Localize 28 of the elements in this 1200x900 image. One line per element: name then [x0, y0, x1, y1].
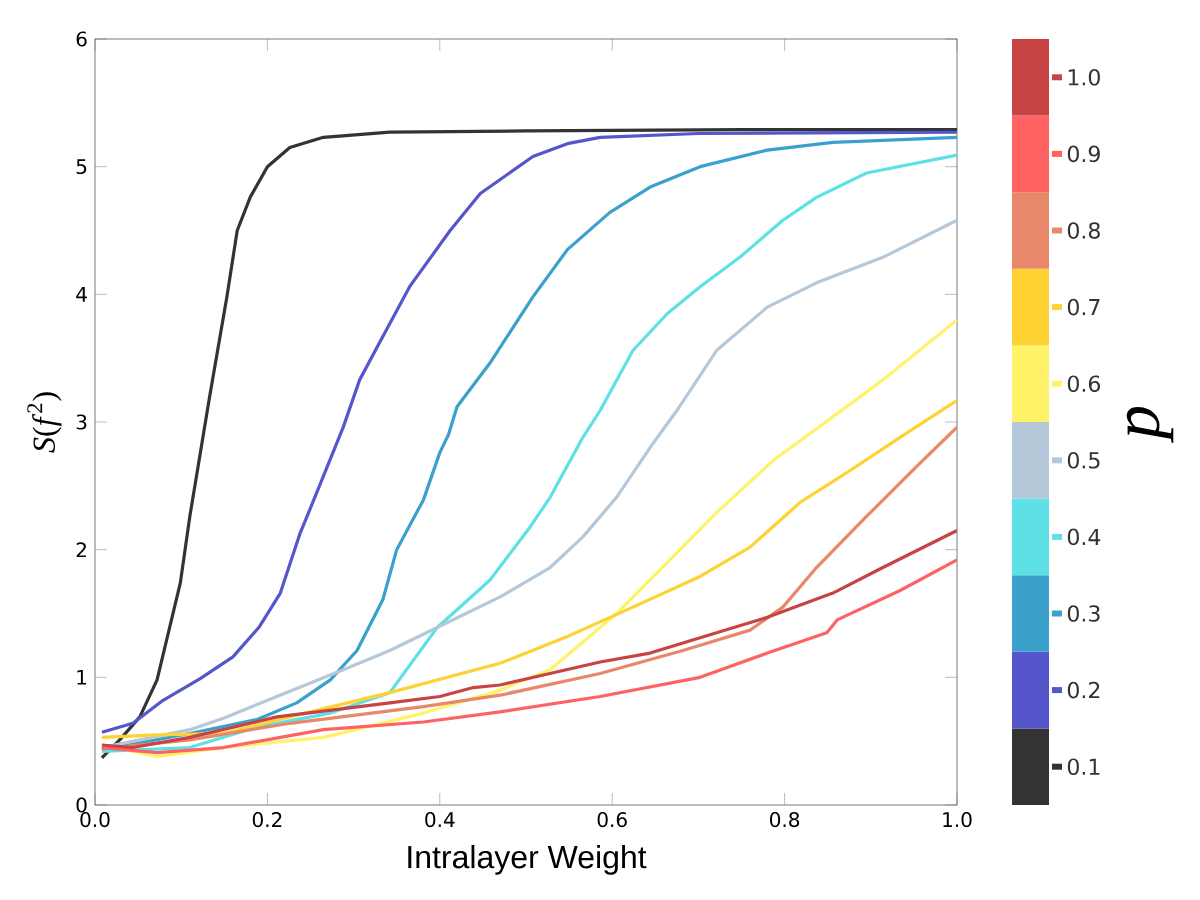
y-tick-label: 2: [76, 542, 86, 558]
y-tick-label: 1: [77, 670, 87, 685]
y-tick-label: 6: [76, 31, 87, 47]
y-tick-label: 5: [76, 159, 87, 175]
x-tick-label: 0.4: [425, 812, 455, 828]
x-tick-label: 0.2: [252, 812, 282, 828]
legend-label: 0.9: [1067, 145, 1100, 163]
legend-label: 1.0: [1068, 68, 1100, 86]
y-axis-title: S(f$^{2}$): [27, 392, 62, 453]
y-tick-label: 0: [76, 797, 87, 813]
line-series: [100, 558, 958, 755]
x-tick-label: 0.6: [597, 812, 627, 828]
x-tick-label: 0.8: [770, 812, 800, 828]
legend-label: 0.1: [1067, 758, 1100, 776]
y-tick-label: 4: [76, 287, 87, 302]
x-tick-label: 0.0: [80, 812, 110, 828]
x-tick-label: 1.0: [943, 812, 972, 828]
legend-label: 0.4: [1067, 528, 1101, 546]
y-tick-label: 3: [76, 414, 87, 430]
legend-label: 0.7: [1067, 298, 1100, 316]
legend-label: 0.6: [1067, 375, 1101, 393]
legend-label: 0.5: [1067, 451, 1100, 469]
x-axis-title: Intralayer Weight: [408, 844, 647, 875]
legend-label: 0.3: [1067, 605, 1100, 622]
legend-label: 0.8: [1067, 222, 1100, 239]
legend-title: p: [1126, 407, 1174, 443]
line-series: [100, 528, 958, 750]
legend-label: 0.2: [1067, 681, 1100, 699]
